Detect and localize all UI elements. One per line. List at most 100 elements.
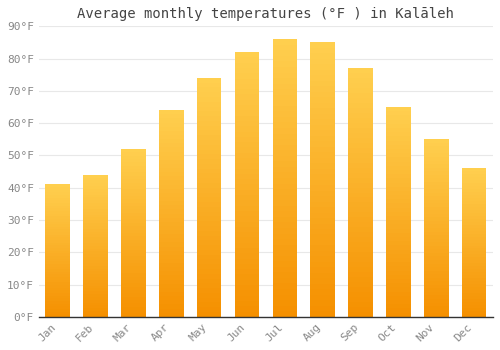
Bar	[272, 128, 297, 134]
Bar	[462, 266, 486, 269]
Bar	[159, 259, 184, 263]
Bar	[424, 232, 448, 235]
Bar	[272, 50, 297, 56]
Bar	[310, 240, 335, 245]
Bar	[310, 191, 335, 196]
Bar	[272, 206, 297, 211]
Bar	[310, 125, 335, 130]
Bar	[84, 254, 108, 257]
Bar	[310, 59, 335, 64]
Bar	[197, 88, 222, 92]
Bar	[462, 272, 486, 275]
Bar	[424, 292, 448, 295]
Bar	[348, 212, 373, 217]
Bar	[348, 247, 373, 252]
Bar	[84, 186, 108, 189]
Bar	[310, 158, 335, 163]
Bar	[234, 179, 260, 184]
Bar	[84, 297, 108, 300]
Bar	[462, 174, 486, 177]
Bar	[272, 178, 297, 183]
Bar	[310, 207, 335, 212]
Bar	[462, 189, 486, 192]
Bar	[272, 306, 297, 311]
Bar	[386, 158, 410, 162]
Bar	[424, 146, 448, 150]
Bar	[197, 164, 222, 169]
Bar	[272, 284, 297, 289]
Bar	[84, 229, 108, 232]
Bar	[272, 39, 297, 317]
Bar	[386, 195, 410, 199]
Bar	[424, 153, 448, 157]
Bar	[386, 300, 410, 304]
Bar	[272, 245, 297, 250]
Bar	[310, 42, 335, 317]
Bar	[348, 98, 373, 103]
Bar	[84, 300, 108, 303]
Bar	[386, 149, 410, 153]
Bar	[121, 307, 146, 310]
Bar	[234, 126, 260, 132]
Bar	[159, 238, 184, 243]
Bar	[272, 311, 297, 317]
Bar	[272, 122, 297, 128]
Bar	[462, 240, 486, 243]
Bar	[159, 160, 184, 164]
Bar	[159, 218, 184, 222]
Bar	[272, 228, 297, 233]
Bar	[386, 245, 410, 250]
Bar	[159, 222, 184, 226]
Bar	[424, 175, 448, 178]
Bar	[121, 179, 146, 182]
Bar	[424, 239, 448, 242]
Bar	[424, 217, 448, 221]
Bar	[272, 145, 297, 150]
Bar	[84, 306, 108, 308]
Bar	[272, 139, 297, 145]
Bar	[386, 237, 410, 241]
Bar	[121, 246, 146, 250]
Bar	[159, 122, 184, 127]
Bar	[234, 232, 260, 237]
Bar	[121, 186, 146, 189]
Bar	[159, 296, 184, 300]
Bar	[348, 173, 373, 177]
Bar	[121, 216, 146, 219]
Bar	[234, 200, 260, 206]
Bar	[159, 164, 184, 168]
Bar	[46, 222, 70, 224]
Bar	[310, 54, 335, 59]
Bar	[159, 243, 184, 246]
Bar	[197, 231, 222, 236]
Bar	[462, 237, 486, 240]
Bar	[197, 312, 222, 317]
Bar	[197, 293, 222, 298]
Bar	[46, 216, 70, 219]
Bar	[46, 266, 70, 269]
Bar	[234, 253, 260, 259]
Bar	[84, 288, 108, 291]
Bar	[234, 163, 260, 169]
Bar	[197, 126, 222, 131]
Bar	[272, 61, 297, 67]
Bar	[272, 289, 297, 295]
Bar	[84, 200, 108, 203]
Bar	[159, 110, 184, 114]
Bar	[84, 246, 108, 248]
Bar	[159, 131, 184, 135]
Bar	[424, 139, 448, 317]
Bar	[159, 156, 184, 160]
Bar	[348, 78, 373, 83]
Bar	[310, 169, 335, 174]
Bar	[462, 314, 486, 317]
Bar	[462, 213, 486, 216]
Bar	[386, 287, 410, 292]
Bar	[386, 292, 410, 296]
Bar	[159, 292, 184, 296]
Bar	[234, 243, 260, 248]
Bar	[386, 203, 410, 208]
Bar	[46, 200, 70, 203]
Bar	[197, 226, 222, 231]
Bar	[310, 185, 335, 191]
